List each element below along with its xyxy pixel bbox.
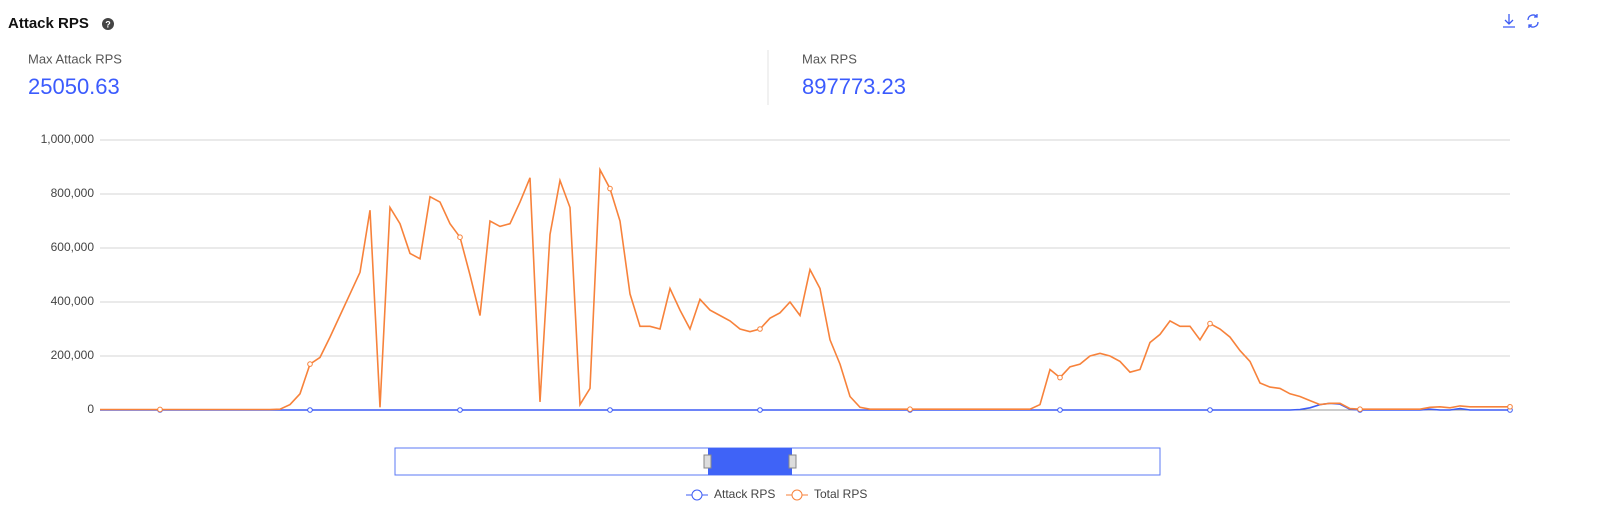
stat-label: Max RPS bbox=[802, 51, 857, 66]
point-marker bbox=[1357, 406, 1363, 412]
zoom-slider[interactable] bbox=[394, 447, 1161, 476]
point-marker bbox=[757, 326, 763, 332]
stat-value: 25050.63 bbox=[28, 74, 120, 99]
series-line bbox=[100, 166, 1510, 411]
point-marker bbox=[157, 406, 163, 413]
point-marker bbox=[1207, 320, 1213, 327]
point-marker bbox=[1057, 374, 1063, 381]
stat-label: Max Attack RPS bbox=[28, 51, 122, 66]
point-marker bbox=[607, 185, 613, 192]
svg-text:?: ? bbox=[105, 19, 111, 29]
point-marker bbox=[457, 234, 463, 240]
point-marker bbox=[307, 407, 313, 413]
point-marker bbox=[757, 407, 763, 413]
legend-marker bbox=[791, 489, 803, 501]
legend-marker bbox=[691, 489, 703, 501]
legend-label: Attack RPS bbox=[714, 487, 775, 501]
y-tick-label: 400,000 bbox=[51, 294, 95, 308]
widget-title: Attack RPS bbox=[8, 15, 89, 32]
y-tick-label: 800,000 bbox=[51, 186, 95, 200]
legend-label: Total RPS bbox=[814, 487, 867, 501]
point-marker bbox=[1207, 407, 1213, 413]
refresh-icon[interactable] bbox=[1527, 14, 1539, 28]
y-tick-label: 200,000 bbox=[51, 348, 95, 362]
y-tick-label: 0 bbox=[87, 402, 94, 416]
download-icon[interactable] bbox=[1503, 14, 1515, 28]
point-marker bbox=[607, 407, 613, 413]
series-line bbox=[100, 402, 1510, 411]
point-marker bbox=[1507, 403, 1513, 410]
y-tick-label: 600,000 bbox=[51, 240, 95, 254]
point-marker bbox=[307, 361, 313, 367]
point-marker bbox=[1057, 407, 1063, 413]
y-tick-label: 1,000,000 bbox=[41, 132, 95, 146]
point-marker bbox=[907, 406, 913, 412]
help-icon[interactable]: ? bbox=[102, 18, 114, 30]
point-marker bbox=[457, 407, 463, 413]
stat-value: 897773.23 bbox=[802, 74, 906, 99]
